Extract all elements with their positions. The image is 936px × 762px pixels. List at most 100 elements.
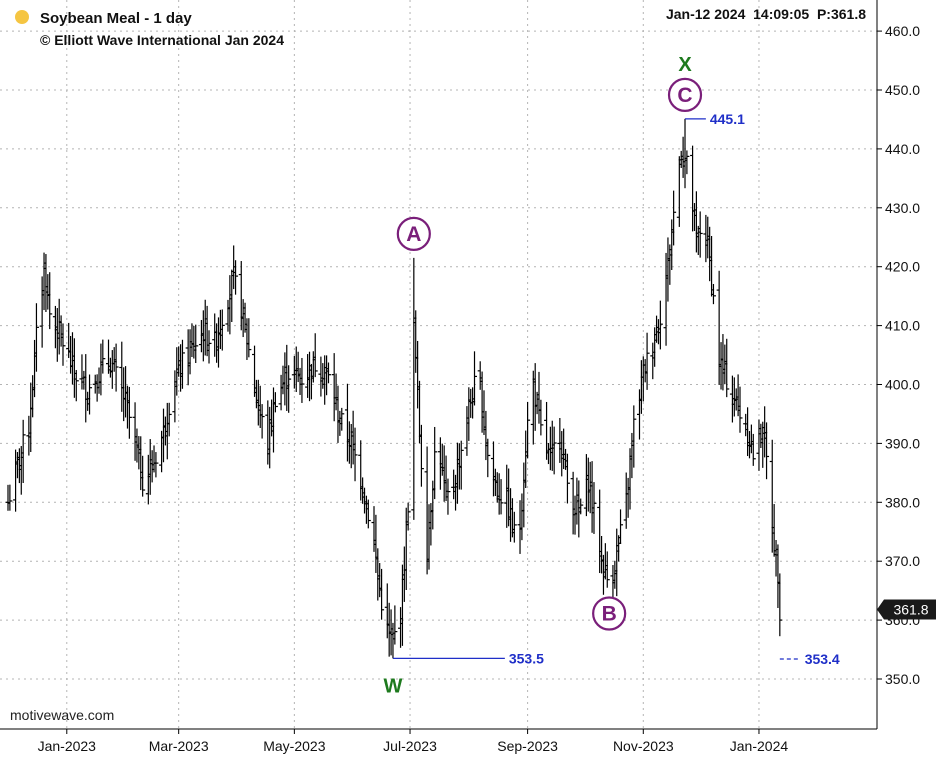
grid — [0, 0, 877, 729]
ohlc-bar — [7, 484, 13, 511]
x-tick-label: Jul-2023 — [383, 738, 437, 754]
status-dot-icon — [15, 10, 29, 24]
ohlc-bar — [591, 482, 597, 534]
ohlc-bar — [644, 332, 650, 390]
y-tick-label: 420.0 — [885, 259, 920, 275]
ohlc-bar — [379, 568, 385, 620]
ohlc-bar — [33, 303, 39, 372]
ohlc-bar — [60, 323, 66, 366]
ohlc-bar — [511, 511, 517, 543]
ohlc-bar — [259, 404, 265, 439]
ohlc-bar — [578, 498, 584, 515]
y-tick-label: 450.0 — [885, 82, 920, 98]
ohlc-bar — [126, 386, 132, 439]
y-tick-label: 400.0 — [885, 377, 920, 393]
ohlc-bar — [710, 283, 716, 305]
y-tick-label: 460.0 — [885, 23, 920, 39]
level-label: 353.4 — [805, 651, 840, 667]
ohlc-bar — [113, 343, 119, 392]
y-tick-label: 430.0 — [885, 200, 920, 216]
x-tick-label: Sep-2023 — [497, 738, 558, 754]
price-axis[interactable]: 350.0360.0370.0380.0390.0400.0410.0420.0… — [877, 23, 920, 687]
ohlc-bar — [564, 453, 570, 504]
ohlc-bar — [671, 190, 677, 246]
current-price-badge: 361.8 — [877, 599, 936, 620]
wave-letter: B — [602, 602, 617, 625]
ohlc-bar — [20, 419, 26, 484]
ohlc-bar — [246, 318, 252, 358]
ohlc-bar — [339, 407, 345, 431]
ohlc-bar — [411, 257, 417, 520]
ohlc-bar — [153, 452, 159, 478]
y-tick-label: 410.0 — [885, 318, 920, 334]
ohlc-bar — [87, 374, 93, 415]
ohlc-bar — [472, 351, 478, 406]
wave-label-b: B — [592, 596, 627, 631]
ohlc-bar — [445, 478, 451, 515]
ohlc-bar — [618, 509, 624, 544]
ohlc-bar — [525, 401, 531, 459]
status-readout: Jan-12 2024 14:09:05 P:361.8 — [666, 6, 866, 22]
level-label: 445.1 — [710, 111, 745, 127]
ohlc-bar — [299, 357, 305, 403]
ohlc-bar — [432, 426, 438, 500]
ohlc-bar — [737, 386, 743, 433]
x-tick-label: Jan-2024 — [730, 738, 789, 754]
ohlc-bar — [551, 426, 557, 475]
wave-label-c: C — [667, 77, 703, 112]
ohlc-bar — [498, 479, 504, 515]
ohlc-bar — [193, 324, 199, 364]
ohlc-bar — [206, 330, 212, 364]
ohlc-bar — [272, 392, 278, 413]
wave-letter: A — [406, 223, 421, 246]
wave-circle — [667, 77, 703, 112]
ohlc-bar — [286, 365, 292, 413]
time-axis[interactable]: Jan-2023 Mar-2023 May-2023 Jul-2023 Sep-2023… — [38, 729, 789, 754]
ohlc-bar — [604, 551, 610, 588]
ohlc-bar — [750, 433, 756, 466]
ohlc-bar — [724, 338, 730, 398]
ohlc-bar — [312, 333, 318, 378]
ohlc-bar — [219, 309, 225, 351]
ohlc-bar — [233, 260, 239, 295]
x-tick-label: Mar-2023 — [149, 738, 209, 754]
ohlc-bar — [352, 427, 358, 482]
ohlc-bar — [684, 150, 690, 175]
wave-label-x: X — [678, 54, 692, 76]
current-price-label: 361.8 — [893, 601, 928, 617]
y-tick-label: 440.0 — [885, 141, 920, 157]
ohlc-bar — [100, 339, 106, 374]
ohlc-bar — [631, 405, 637, 468]
price-bars — [5, 118, 783, 659]
ohlc-bar — [485, 438, 491, 478]
level-label: 353.5 — [509, 650, 544, 666]
chart-title: Soybean Meal - 1 day — [40, 10, 192, 27]
ohlc-bar — [657, 300, 663, 350]
copyright: © Elliott Wave International Jan 2024 — [40, 32, 284, 48]
wave-letter: C — [677, 84, 692, 107]
wave-circle — [396, 216, 431, 251]
ohlc-bar — [325, 362, 331, 384]
wave-circle — [592, 596, 627, 631]
ohlc-bar — [365, 499, 371, 529]
ohlc-bar — [405, 502, 411, 531]
price-levels: 353.5 445.1 353.4 — [392, 111, 840, 667]
ohlc-bar — [458, 440, 464, 490]
ohlc-bar — [777, 573, 783, 637]
y-tick-label: 380.0 — [885, 494, 920, 510]
ohlc-bar — [764, 422, 770, 480]
x-tick-label: Jan-2023 — [38, 738, 97, 754]
ohlc-bar — [140, 455, 146, 497]
ohlc-bar — [538, 399, 544, 436]
x-tick-label: Nov-2023 — [613, 738, 674, 754]
ohlc-bar — [418, 424, 424, 487]
y-tick-label: 390.0 — [885, 435, 920, 451]
wave-label-a: A — [396, 216, 431, 251]
y-tick-label: 350.0 — [885, 671, 920, 687]
wave-labels: W A B CX — [384, 54, 703, 697]
ohlc-bar — [73, 369, 79, 402]
wave-label-w: W — [384, 675, 403, 697]
x-tick-label: May-2023 — [263, 738, 325, 754]
